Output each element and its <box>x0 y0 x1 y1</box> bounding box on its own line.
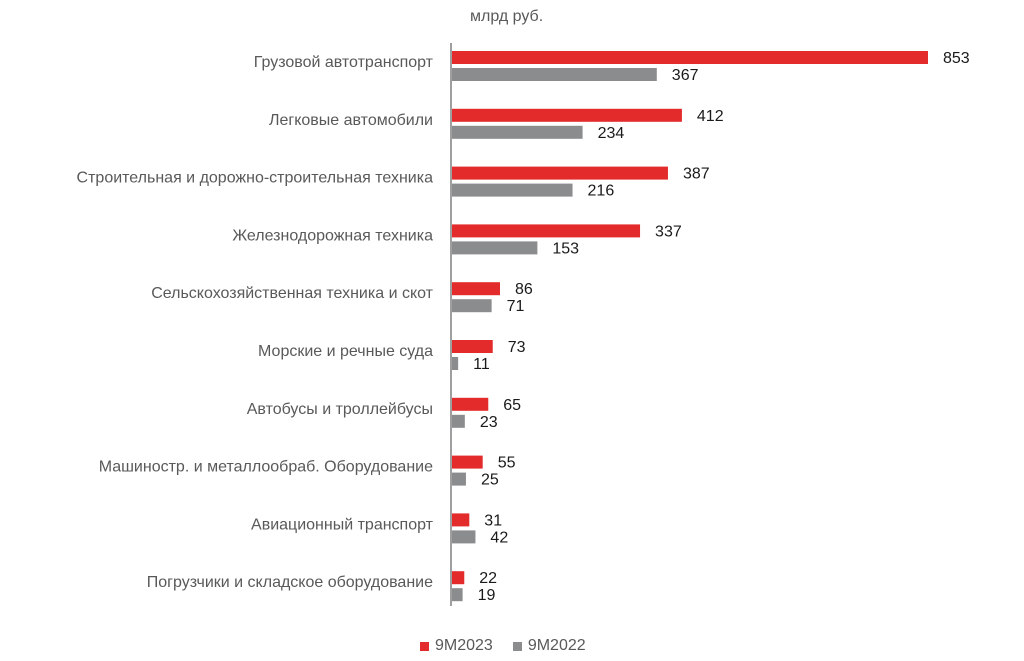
legend-item-2022: 9М2022 <box>512 637 586 655</box>
data-label-2022: 19 <box>478 587 496 604</box>
legend-label-2022: 9М2022 <box>527 637 586 654</box>
legend-label-2023: 9М2023 <box>435 637 493 654</box>
bar-2022 <box>452 530 476 544</box>
unit-label: млрд руб. <box>470 8 544 25</box>
legend: 9М2023 9М2022 <box>420 637 606 655</box>
bar-2022 <box>452 357 459 370</box>
bar-2022 <box>452 183 573 197</box>
data-label-2022: 216 <box>588 183 615 200</box>
bar-2023 <box>452 571 465 585</box>
data-label-2022: 25 <box>481 472 499 489</box>
bar-2022 <box>452 472 466 486</box>
bar-2022 <box>452 414 465 428</box>
data-label-2023: 31 <box>484 512 502 529</box>
category-label: Железнодорожная техника <box>232 227 433 244</box>
legend-swatch-2022 <box>512 641 522 651</box>
data-label-2023: 86 <box>515 281 533 298</box>
category-label: Машиностр. и металлообраб. Оборудование <box>99 459 433 476</box>
data-label-2022: 234 <box>598 125 625 142</box>
bar-2023 <box>452 340 493 353</box>
data-label-2022: 367 <box>672 67 699 84</box>
bar-2022 <box>452 125 583 139</box>
data-label-2023: 853 <box>943 50 970 67</box>
bar-2023 <box>452 224 641 238</box>
category-label: Сельскохозяйственная техника и скот <box>151 285 433 302</box>
bar-2022 <box>452 241 538 255</box>
category-label: Авиационный транспорт <box>251 516 434 533</box>
bar-2023 <box>452 513 470 527</box>
category-label: Морские и речные суда <box>258 343 433 360</box>
bar-2022 <box>452 68 657 81</box>
data-label-2022: 42 <box>490 529 508 546</box>
bar-2023 <box>452 397 489 411</box>
data-label-2023: 387 <box>683 166 710 183</box>
data-label-2023: 65 <box>503 397 521 414</box>
bar-2023 <box>452 51 928 64</box>
data-label-2023: 55 <box>498 455 516 472</box>
bar-2023 <box>452 166 668 180</box>
data-label-2022: 23 <box>480 414 498 431</box>
category-label: Строительная и дорожно-строительная техн… <box>77 170 434 187</box>
data-label-2022: 11 <box>473 356 490 373</box>
category-label: Автобусы и троллейбусы <box>247 401 433 418</box>
category-label: Легковые автомобили <box>269 112 433 129</box>
data-label-2023: 412 <box>697 108 724 125</box>
bar-2023 <box>452 455 483 469</box>
bar-2022 <box>452 588 463 602</box>
bar-2022 <box>452 299 492 313</box>
category-label: Грузовой автотранспорт <box>254 54 434 71</box>
bar-2023 <box>452 282 500 296</box>
legend-item-2023: 9М2023 <box>420 637 493 655</box>
category-label: Погрузчики и складское оборудование <box>147 574 433 591</box>
data-label-2023: 22 <box>479 570 497 587</box>
legend-swatch-2023 <box>420 641 429 651</box>
data-label-2022: 153 <box>552 240 579 257</box>
data-label-2023: 337 <box>655 223 682 240</box>
data-label-2022: 71 <box>507 298 525 315</box>
bar-2023 <box>452 108 682 122</box>
data-label-2023: 73 <box>508 339 526 356</box>
